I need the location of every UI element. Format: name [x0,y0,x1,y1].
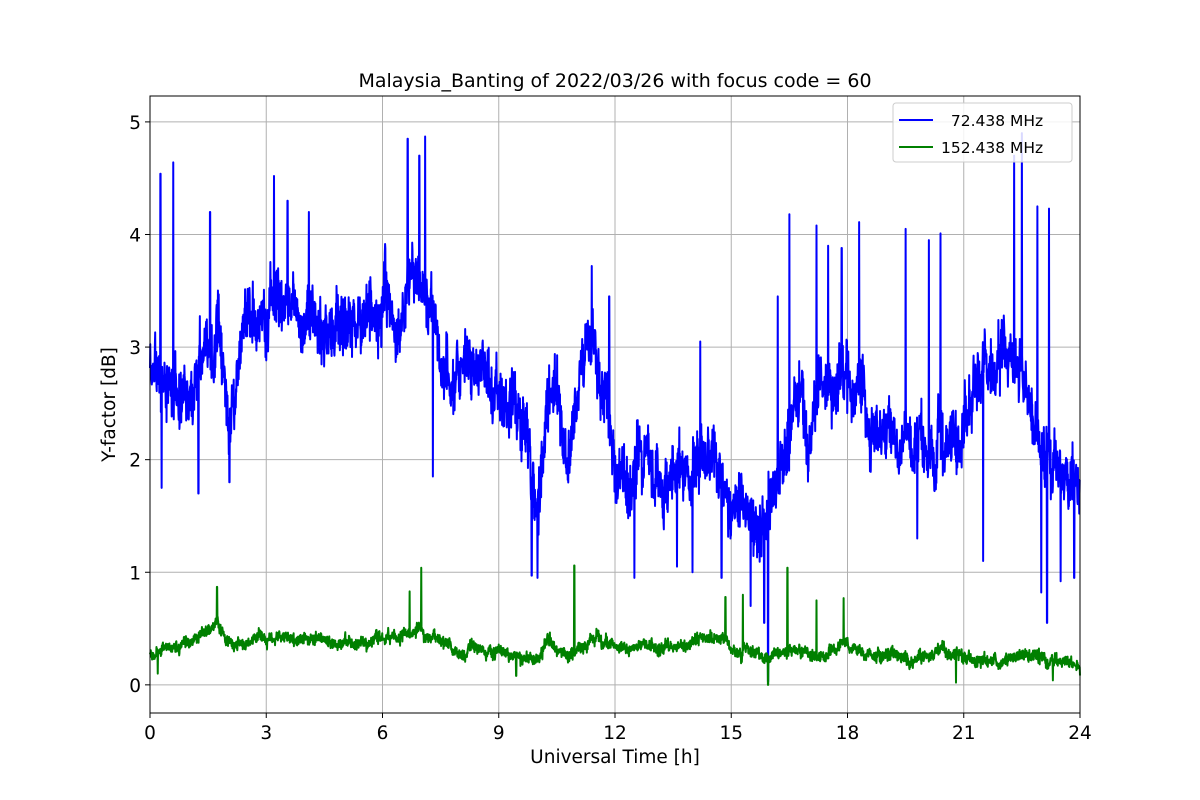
chart-title: Malaysia_Banting of 2022/03/26 with focu… [358,70,871,92]
x-axis-label: Universal Time [h] [530,747,700,768]
y-axis-label: Y-factor [dB] [99,347,120,463]
y-tick-label: 1 [129,563,141,584]
legend-box [892,102,1073,163]
y-tick-label: 4 [129,225,141,246]
y-tick-label: 5 [129,113,141,134]
y-tick-label: 2 [129,451,141,472]
legend-label-152mhz: 152.438 MHz [941,139,1043,157]
x-tick-label: 0 [144,723,156,744]
legend-label-72mhz: 72.438 MHz [941,112,1043,130]
x-tick-label: 9 [493,723,505,744]
x-tick-label: 21 [952,723,976,744]
x-tick-label: 12 [603,723,627,744]
x-tick-label: 15 [719,723,743,744]
series-line-1 [149,564,1081,686]
y-tick-label: 3 [129,338,141,359]
legend: 72.438 MHz 152.438 MHz [892,102,1073,163]
series-line-0 [149,132,1081,683]
y-tick-label: 0 [129,676,141,697]
x-tick-label: 3 [260,723,272,744]
x-tick-label: 6 [377,723,389,744]
plot-area [149,132,1081,686]
x-tick-label: 18 [836,723,860,744]
x-tick-label: 24 [1068,723,1092,744]
